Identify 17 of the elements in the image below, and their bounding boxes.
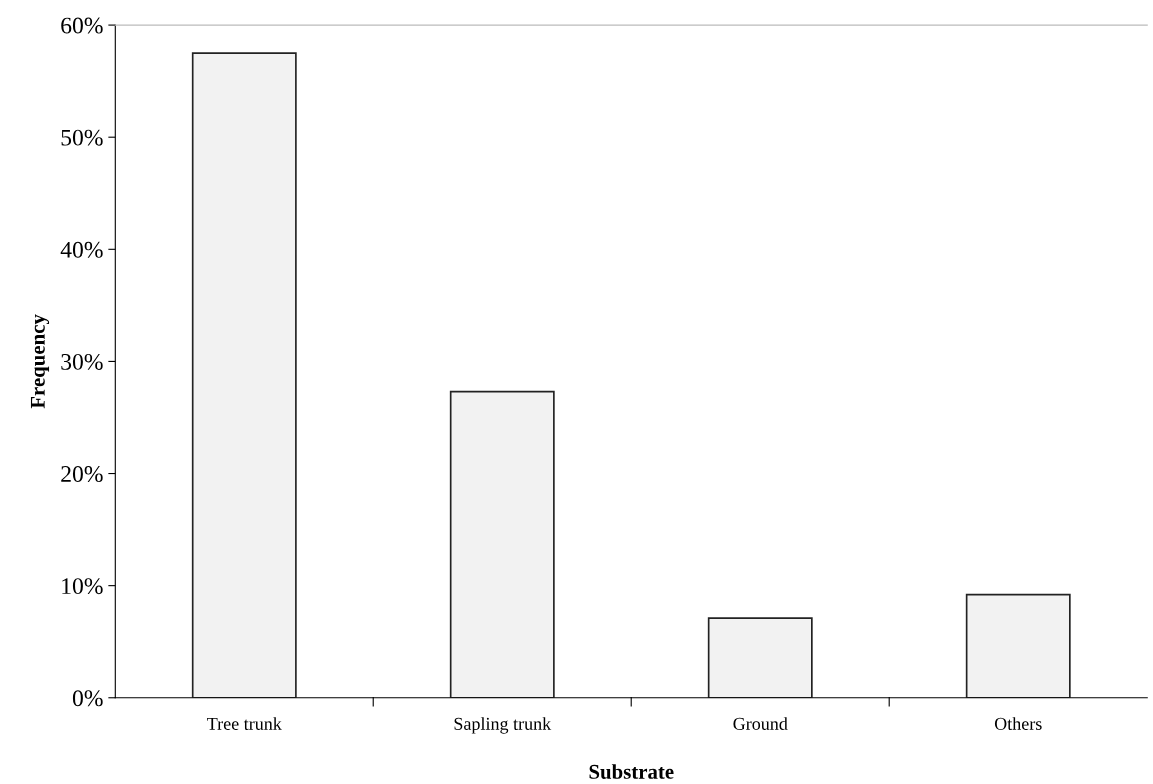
bar [965,593,1071,698]
y-tick-label: 10% [62,578,103,595]
x-tick-label: Others [994,717,1042,730]
y-tick-label: 60% [61,17,103,34]
y-tick-label: 30% [61,353,103,370]
x-tick-label: Tree trunk [207,717,282,730]
x-axis-title: Substrate [589,764,674,779]
y-tick-label: 20% [61,466,103,483]
bar [707,617,813,698]
bar [449,390,555,698]
y-tick-label: 0% [72,690,103,707]
y-tick-label: 40% [60,241,103,258]
x-tick-label: Ground [733,717,788,730]
bar [191,52,297,698]
x-tick-label: Sapling trunk [454,717,552,734]
y-axis-title: Frequency [30,314,50,409]
y-tick-label: 50% [61,129,103,146]
